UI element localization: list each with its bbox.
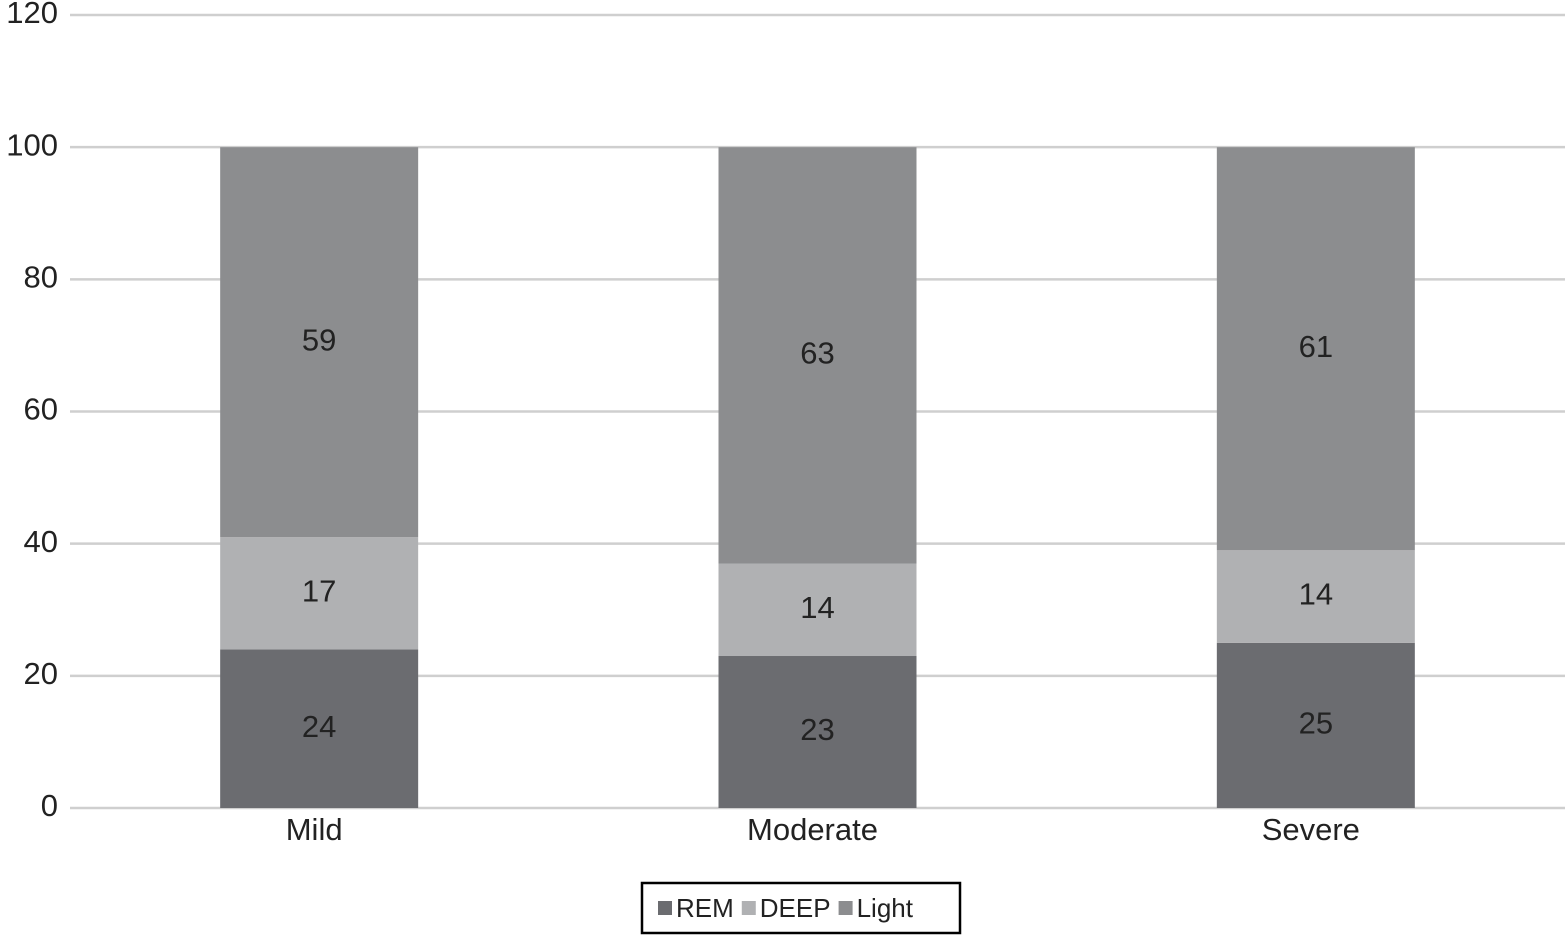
y-tick-label: 60 — [24, 392, 58, 427]
legend-box — [640, 881, 962, 935]
legend-text: REM — [676, 893, 734, 923]
legend-swatch — [741, 901, 756, 915]
data-label: 59 — [302, 322, 336, 357]
legend-swatch — [658, 901, 672, 915]
legend-text: Light — [857, 893, 914, 923]
bar-segment — [220, 649, 419, 808]
bar-segment — [1216, 642, 1415, 808]
data-label: 23 — [800, 712, 834, 747]
data-label: 14 — [800, 590, 834, 625]
bar-segment — [220, 147, 419, 538]
bar-segment — [718, 563, 917, 657]
bar-segment — [1216, 550, 1415, 643]
x-tick-label: Mild — [286, 812, 343, 847]
legend-text: DEEP — [760, 893, 831, 923]
y-tick-label: 100 — [6, 127, 58, 162]
data-label: 14 — [1299, 577, 1333, 612]
data-label: 63 — [800, 336, 834, 371]
data-label: 61 — [1299, 329, 1333, 364]
x-tick-label: Moderate — [747, 812, 878, 847]
data-label: 25 — [1299, 706, 1333, 741]
y-tick-label: 0 — [41, 788, 58, 823]
x-tick-label: Severe — [1262, 812, 1360, 847]
legend-swatch — [838, 901, 853, 915]
y-tick-label: 80 — [24, 260, 58, 295]
bar-segment — [718, 147, 917, 564]
y-tick-label: 40 — [24, 524, 58, 559]
data-label: 17 — [302, 573, 336, 608]
bar-segment — [718, 656, 917, 808]
bar-segment — [220, 537, 419, 650]
y-tick-label: 120 — [6, 0, 58, 30]
data-label: 24 — [302, 709, 336, 744]
y-tick-label: 20 — [24, 656, 58, 691]
bar-segment — [1216, 147, 1415, 551]
